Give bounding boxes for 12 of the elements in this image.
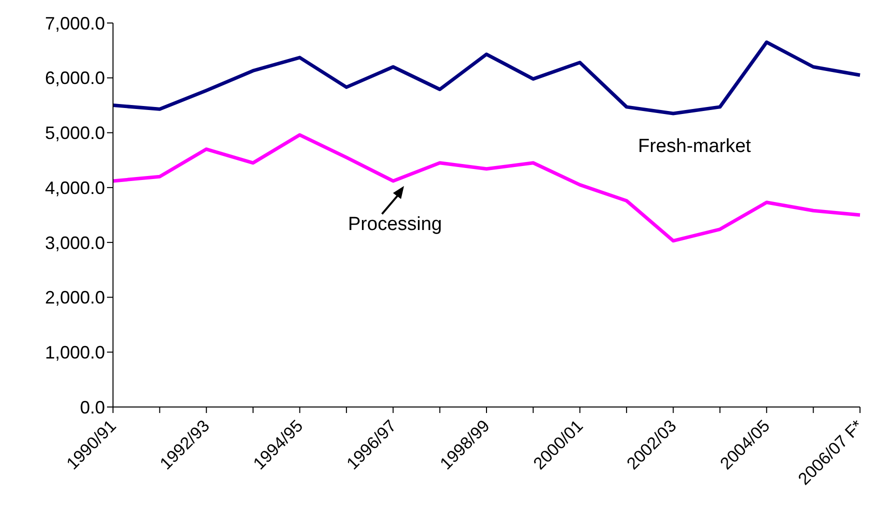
text: Processing [348,214,442,236]
y-tick-label: 4,000.0 [44,178,105,198]
y-tick-label: 6,000.0 [44,68,105,88]
y-tick-label: 1,000.0 [44,342,105,363]
y-tick-label: 2,000.0 [44,288,105,308]
series-label: Fresh-market [638,136,751,158]
line-series [111,133,862,243]
y-tick-label: 3,000.0 [44,232,105,253]
y-tick-label: 7,000.0 [44,13,105,34]
line-series [111,40,862,116]
y-tick-label: 0.0 [80,397,105,418]
y-tick-label: 5,000.0 [44,123,105,144]
